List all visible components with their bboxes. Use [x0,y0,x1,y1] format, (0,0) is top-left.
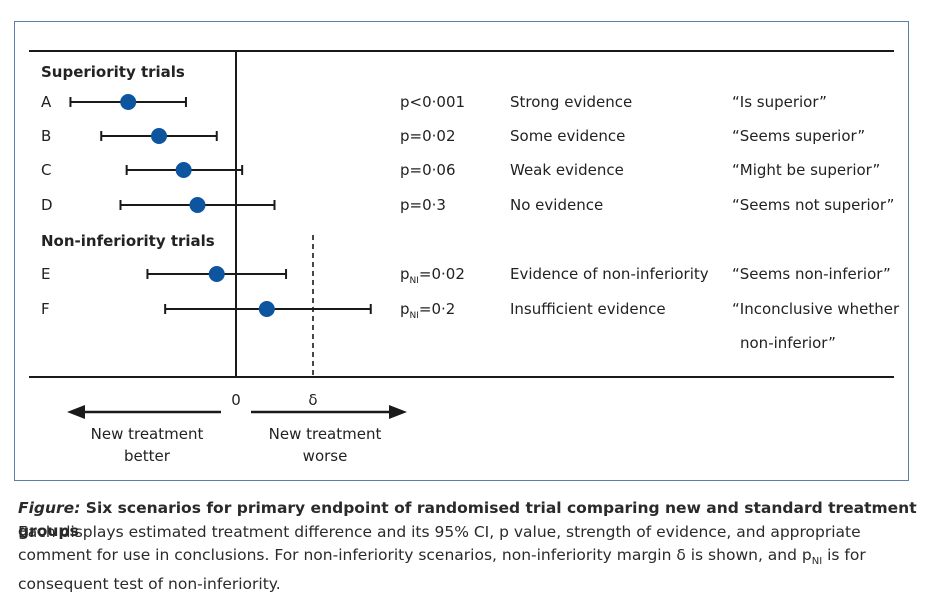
estimate-point-D [189,197,206,213]
p-value-E: pNI=0·02 [400,265,465,286]
row-label-F: F [41,300,50,318]
evidence-F: Insufficient evidence [510,300,666,318]
p-value-C: p=0·06 [400,161,456,179]
evidence-A: Strong evidence [510,93,632,111]
estimate-point-F [258,301,275,317]
direction-left-line-1: New treatment [91,425,204,443]
group-label-1: Superiority trials [41,63,185,81]
comment-B: “Seems superior” [732,127,865,145]
caption-body-part-2: is for consequent test of non-inferiorit… [18,546,866,594]
figure-caption-body: Each displays estimated treatment differ… [18,521,928,596]
row-label-B: B [41,127,51,145]
caption-body-subscript: NI [811,556,823,568]
row-label-E: E [41,265,50,283]
evidence-B: Some evidence [510,127,625,145]
caption-label: Figure: [18,499,81,517]
caption-title-text: Six scenarios for primary endpoint of ra… [18,499,917,540]
comment-C: “Might be superior” [732,161,880,179]
row-label-D: D [41,196,53,214]
caption-body-part-1: Each displays estimated treatment differ… [18,523,861,564]
comment-D: “Seems not superior” [732,196,894,214]
arrow-left-head [67,405,85,419]
direction-left-line-2: better [124,447,171,465]
comment-E: “Seems non-inferior” [732,265,891,283]
figure-frame: Superiority trials Non-inferiority trials… [14,21,909,481]
estimate-point-C [175,162,192,178]
group-label-2: Non-inferiority trials [41,232,215,250]
direction-right-line-2: worse [303,447,348,465]
comment-F-line-2: non-inferior” [740,334,836,352]
direction-right-line-1: New treatment [269,425,382,443]
p-value-F: pNI=0·2 [400,300,455,321]
evidence-E: Evidence of non-inferiority [510,265,709,283]
row-label-C: C [41,161,51,179]
arrow-right-head [389,405,407,419]
comment-A: “Is superior” [732,93,827,111]
evidence-D: No evidence [510,196,603,214]
figure-caption-title: Figure: Six scenarios for primary endpoi… [18,497,928,543]
comment-F: “Inconclusive whether [732,300,900,318]
evidence-C: Weak evidence [510,161,624,179]
null-tick-label: 0 [231,391,241,409]
p-value-D: p=0·3 [400,196,446,214]
estimate-point-B [151,128,167,144]
row-label-A: A [41,93,52,111]
margin-tick-label: δ [308,391,317,409]
estimate-point-E [208,266,225,282]
p-value-B: p=0·02 [400,127,456,145]
estimate-point-A [120,94,137,110]
p-value-A: p<0·001 [400,93,465,111]
forest-plot: Superiority trials Non-inferiority trials… [29,50,900,465]
